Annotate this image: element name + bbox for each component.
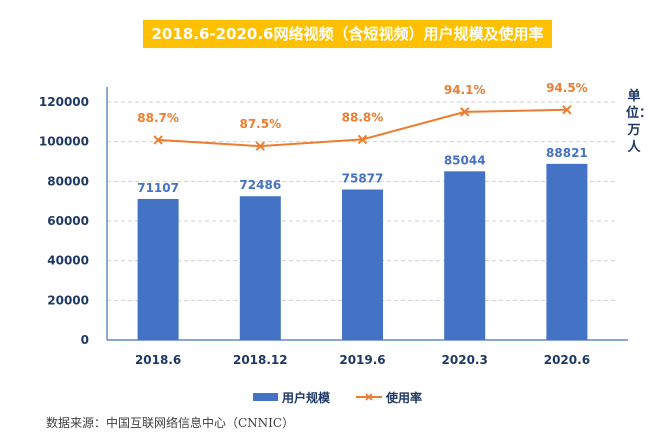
line-data-label: 88.8%: [342, 110, 384, 124]
bar-data-label: 72486: [239, 178, 281, 192]
line-marker: [255, 141, 266, 151]
y-tick-label: 80000: [47, 174, 89, 188]
line-marker: [357, 134, 368, 145]
line-marker: [459, 107, 470, 117]
y-tick-label: 120000: [39, 95, 89, 109]
bar: [546, 163, 588, 340]
line-data-label: 94.1%: [444, 83, 486, 97]
bar: [342, 189, 383, 340]
y-tick-label: 20000: [47, 293, 89, 307]
x-tick-label: 2018.6: [135, 353, 181, 367]
line-data-label: 94.5%: [546, 81, 588, 95]
unit-label: 单位：万人: [626, 89, 653, 155]
line-marker: [153, 135, 163, 145]
legend-bar-label: 用户规模: [281, 390, 331, 405]
bar-data-label: 88821: [546, 146, 588, 160]
legend-line-label: 使用率: [385, 390, 422, 405]
line-data-label: 88.7%: [137, 111, 179, 125]
x-tick-label: 2020.3: [442, 353, 488, 367]
bar: [239, 196, 281, 340]
bar-data-label: 75877: [342, 172, 384, 186]
line-marker: [562, 105, 572, 115]
bar-data-label: 71107: [137, 181, 179, 195]
line-data-label: 87.5%: [239, 117, 281, 131]
data-source: 数据来源：中国互联网络信息中心（CNNIC）: [46, 416, 295, 430]
bar: [444, 171, 486, 340]
x-tick-label: 2020.6: [544, 353, 590, 367]
y-tick-label: 40000: [47, 254, 89, 268]
x-tick-label: 2018.12: [233, 353, 288, 367]
bar: [137, 198, 179, 340]
x-tick-label: 2019.6: [339, 353, 385, 367]
legend-line-marker: [365, 393, 373, 401]
y-tick-label: 60000: [47, 214, 89, 228]
bar-data-label: 85044: [444, 153, 486, 167]
y-tick-label: 0: [81, 333, 89, 347]
chart-title: 2018.6-2020.6网络视频（含短视频）用户规模及使用率: [143, 20, 552, 48]
y-tick-label: 100000: [39, 135, 89, 149]
legend-bar-swatch: [253, 393, 278, 401]
